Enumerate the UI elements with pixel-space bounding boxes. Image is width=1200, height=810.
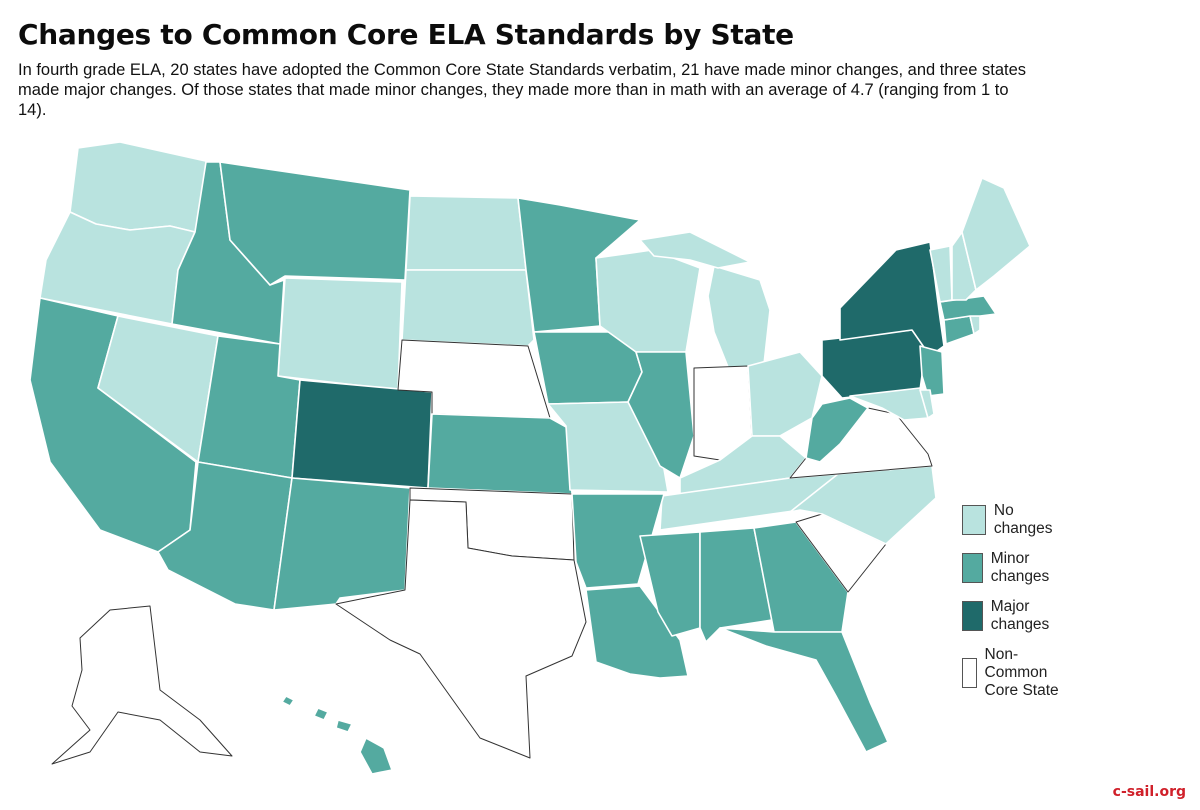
state-NM: [273, 477, 411, 611]
state-MD: [849, 387, 929, 421]
legend-swatch-major-changes: [962, 601, 983, 631]
source-credit: c-sail.org: [1112, 784, 1186, 800]
map-subtitle: In fourth grade ELA, 20 states have adop…: [18, 61, 1027, 119]
state-MS: [639, 531, 701, 637]
state-AR: [571, 493, 665, 589]
state-NH: [951, 231, 977, 301]
state-KS: [427, 413, 573, 495]
state-NY: [839, 241, 945, 357]
state-SD: [401, 269, 535, 347]
state-HI-3: [335, 719, 353, 733]
state-MI: [707, 265, 771, 373]
state-CT: [943, 315, 975, 345]
map-title: Changes to Common Core ELA Standards by …: [18, 18, 794, 51]
state-TX: [335, 499, 587, 759]
state-MI-UP: [639, 231, 751, 269]
state-MA: [939, 295, 997, 321]
legend-item-minor-changes: Minor changes: [962, 550, 1059, 586]
legend-label-no-changes: No changes: [993, 502, 1053, 537]
state-HI-4: [359, 737, 393, 775]
state-ND: [405, 195, 527, 271]
legend-label-minor-changes: Minor changes: [990, 550, 1050, 585]
state-WA: [69, 141, 211, 233]
legend-label-major-changes: Major changes: [990, 598, 1050, 633]
state-WV: [805, 397, 869, 463]
state-CO: [291, 379, 433, 489]
state-HI-1: [281, 695, 295, 707]
state-HI-2: [313, 707, 329, 721]
state-DE: [919, 389, 935, 419]
legend-item-major-changes: Major changes: [962, 598, 1059, 634]
legend-swatch-no-changes: [962, 505, 986, 535]
state-GA: [753, 521, 849, 633]
state-WY: [277, 277, 403, 391]
legend-label-non-common-core: Non-Common Core State: [984, 646, 1059, 699]
state-LA: [585, 585, 689, 679]
state-ME: [961, 177, 1031, 291]
legend-swatch-non-common-core: [962, 658, 977, 688]
state-MT: [219, 161, 411, 286]
state-AK: [51, 605, 233, 765]
state-IL: [627, 351, 695, 479]
legend-item-non-common-core: Non-Common Core State: [962, 646, 1063, 700]
legend-swatch-minor-changes: [962, 553, 983, 583]
legend-item-no-changes: No changes: [962, 502, 1059, 538]
state-FL: [719, 627, 889, 753]
state-NJ: [919, 345, 945, 397]
state-PA: [821, 329, 927, 399]
